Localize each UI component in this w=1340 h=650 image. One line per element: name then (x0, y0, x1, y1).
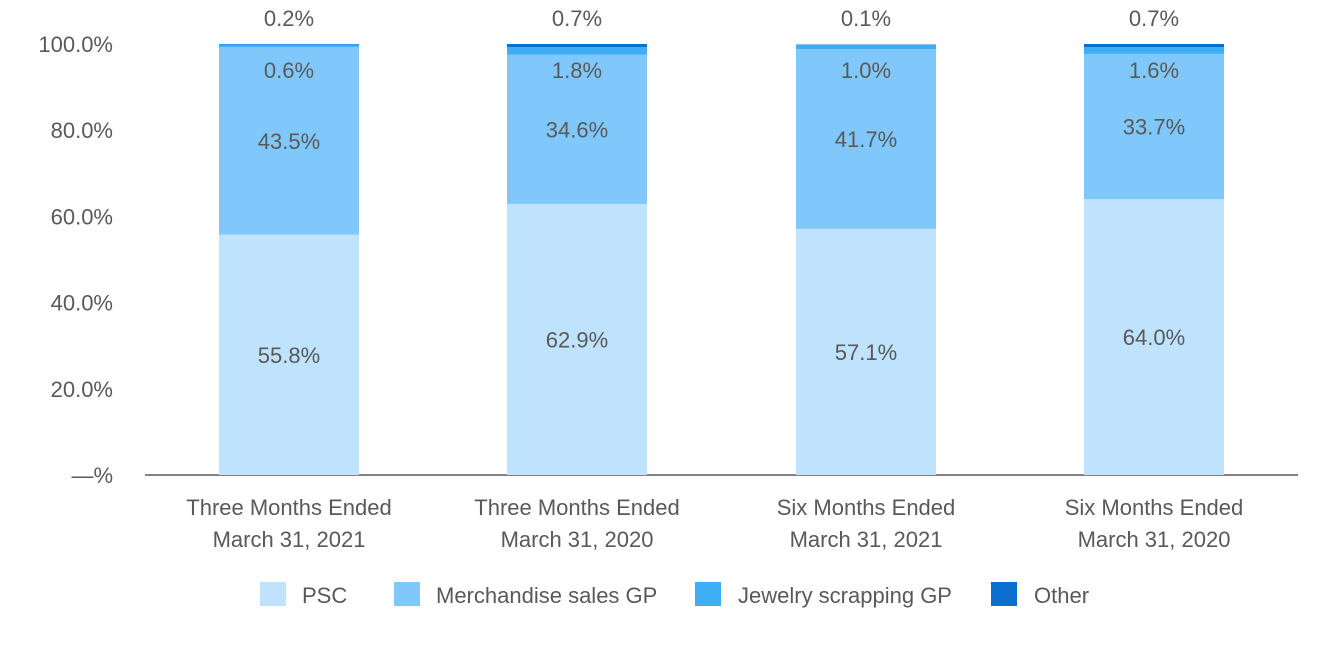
x-category-label: March 31, 2020 (1078, 527, 1231, 552)
bar-segment-jewelry-scrapping-gp (507, 47, 647, 55)
data-label: 64.0% (1123, 325, 1185, 350)
legend-label: Merchandise sales GP (436, 583, 657, 608)
x-axis: Three Months Ended March 31, 2021 Three Mo… (186, 495, 1243, 552)
data-label: 0.7% (1129, 6, 1179, 31)
x-category-label: Six Months Ended (777, 495, 956, 520)
y-tick-label: 60.0% (51, 204, 113, 229)
data-label: 0.6% (264, 58, 314, 83)
bar-segment-merchandise-sales-gp (219, 47, 359, 235)
data-label: 0.1% (841, 6, 891, 31)
legend-swatch (394, 582, 420, 606)
bar-segment-jewelry-scrapping-gp (219, 44, 359, 48)
bar-segment-merchandise-sales-gp (1084, 53, 1224, 200)
data-label: 1.8% (552, 58, 602, 83)
legend: PSC Merchandise sales GP Jewelry scrapping… (260, 582, 1089, 608)
bar-segment-merchandise-sales-gp (796, 49, 936, 229)
legend-swatch (991, 582, 1017, 606)
y-tick-label: 40.0% (51, 291, 113, 316)
data-label: 62.9% (546, 327, 608, 352)
bar-segment-psc (796, 228, 936, 475)
data-label: 0.7% (552, 6, 602, 31)
y-tick-label: 80.0% (51, 118, 113, 143)
legend-swatch (695, 582, 721, 606)
y-tick-label: —% (71, 463, 113, 488)
data-label: 34.6% (546, 117, 608, 142)
bar-segment-merchandise-sales-gp (507, 54, 647, 204)
bar-segment-psc (507, 203, 647, 475)
bar-segment-other (1084, 44, 1224, 48)
data-label: 1.0% (841, 58, 891, 83)
bar-segment-jewelry-scrapping-gp (796, 44, 936, 50)
data-label: 0.2% (264, 6, 314, 31)
legend-label: Other (1034, 583, 1089, 608)
data-label: 55.8% (258, 343, 320, 368)
bar-segment-psc (219, 234, 359, 475)
data-label: 41.7% (835, 127, 897, 152)
legend-label: PSC (302, 583, 347, 608)
bar-segment-jewelry-scrapping-gp (1084, 47, 1224, 54)
data-label: 43.5% (258, 129, 320, 154)
bar-segment-other (507, 44, 647, 48)
x-category-label: March 31, 2021 (790, 527, 943, 552)
x-category-label: March 31, 2020 (501, 527, 654, 552)
data-label: 1.6% (1129, 58, 1179, 83)
x-category-label: March 31, 2021 (213, 527, 366, 552)
y-tick-label: 100.0% (38, 32, 113, 57)
legend-swatch (260, 582, 286, 606)
legend-label: Jewelry scrapping GP (738, 583, 952, 608)
x-category-label: Three Months Ended (474, 495, 679, 520)
bar-segment-psc (1084, 199, 1224, 475)
data-label: 57.1% (835, 340, 897, 365)
y-tick-label: 20.0% (51, 377, 113, 402)
x-category-label: Three Months Ended (186, 495, 391, 520)
data-label: 33.7% (1123, 115, 1185, 140)
bars: 55.8% 43.5% 0.6% 0.2% 62.9% 34.6% 1.8% 0.7% 57.1… (219, 6, 1224, 475)
x-category-label: Six Months Ended (1065, 495, 1244, 520)
